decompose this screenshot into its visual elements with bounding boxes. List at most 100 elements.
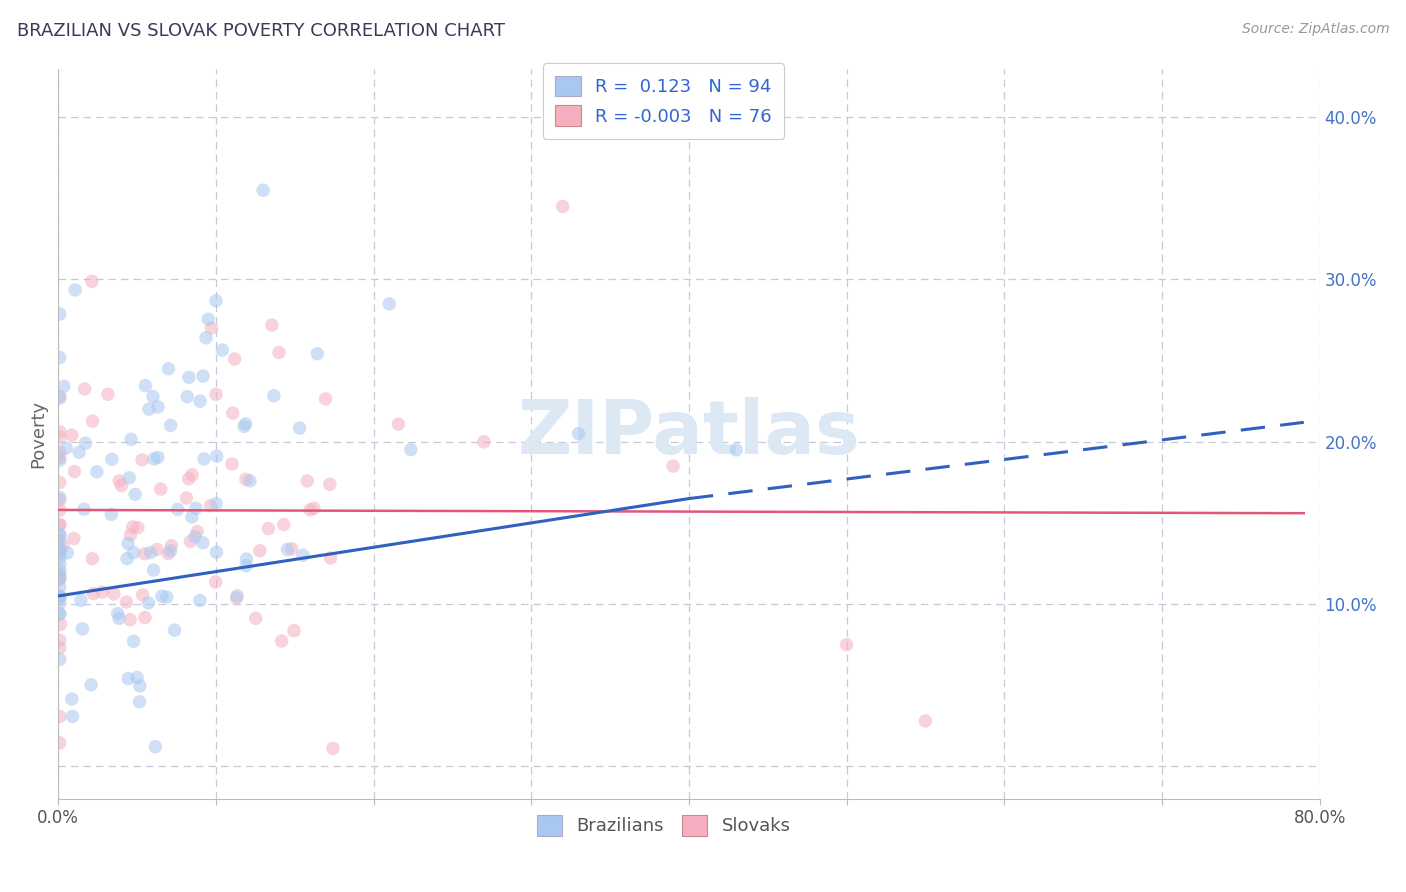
Point [270, 634, 292, 648]
Point [288, 421, 311, 435]
Point [134, 547, 156, 561]
Point [221, 457, 243, 471]
Point [48, 445, 70, 459]
Point [180, 510, 202, 524]
Point [48, 607, 70, 622]
Point [184, 530, 207, 544]
Point [131, 453, 153, 467]
Point [62, 709, 84, 723]
Point [399, 442, 422, 457]
Point [297, 474, 319, 488]
Point [82, 551, 104, 566]
Point [235, 417, 257, 431]
Point [48, 533, 70, 548]
Point [48, 591, 70, 605]
Point [177, 370, 200, 384]
Point [299, 503, 322, 517]
Point [60, 692, 83, 706]
Point [245, 611, 267, 625]
Point [67, 445, 90, 459]
Point [142, 390, 165, 404]
Point [131, 588, 153, 602]
Point [115, 595, 138, 609]
Point [319, 477, 342, 491]
Point [48, 491, 70, 505]
Point [60, 428, 83, 442]
Point [204, 575, 226, 590]
Point [319, 551, 342, 566]
Point [52, 379, 75, 393]
Point [193, 451, 215, 466]
Point [63, 465, 86, 479]
Point [157, 361, 180, 376]
Point [205, 293, 228, 308]
Point [276, 542, 298, 557]
Point [163, 623, 186, 637]
Point [127, 521, 149, 535]
Text: ZIPatlas: ZIPatlas [517, 397, 860, 470]
Point [149, 482, 172, 496]
Point [224, 352, 246, 367]
Point [177, 472, 200, 486]
Point [120, 433, 142, 447]
Point [197, 312, 219, 326]
Point [179, 534, 201, 549]
Point [48, 450, 70, 465]
Point [48, 549, 70, 564]
Y-axis label: Poverty: Poverty [30, 400, 46, 467]
Text: Source: ZipAtlas.com: Source: ZipAtlas.com [1241, 22, 1389, 37]
Point [56, 546, 79, 560]
Point [280, 541, 302, 556]
Point [122, 634, 145, 648]
Point [662, 459, 685, 474]
Point [249, 543, 271, 558]
Point [120, 528, 142, 542]
Point [134, 378, 156, 392]
Point [222, 406, 245, 420]
Point [103, 587, 125, 601]
Point [48, 389, 70, 403]
Point [80, 678, 103, 692]
Point [48, 351, 70, 365]
Point [205, 387, 228, 401]
Point [322, 741, 344, 756]
Point [188, 394, 211, 409]
Point [48, 580, 70, 594]
Point [146, 400, 169, 414]
Point [48, 541, 70, 556]
Point [48, 557, 70, 571]
Point [118, 613, 141, 627]
Point [307, 347, 329, 361]
Point [159, 543, 181, 558]
Legend: Brazilians, Slovaks: Brazilians, Slovaks [527, 805, 800, 845]
Point [186, 524, 208, 539]
Point [63, 283, 86, 297]
Point [567, 426, 589, 441]
Point [138, 596, 160, 610]
Point [72, 622, 94, 636]
Point [263, 389, 285, 403]
Point [73, 502, 96, 516]
Point [195, 331, 218, 345]
Point [835, 638, 858, 652]
Point [150, 589, 173, 603]
Point [48, 595, 70, 609]
Point [252, 183, 274, 197]
Point [55, 441, 77, 455]
Point [86, 465, 108, 479]
Point [101, 452, 124, 467]
Point [48, 391, 70, 405]
Point [205, 545, 228, 559]
Point [48, 572, 70, 586]
Point [82, 414, 104, 428]
Point [48, 453, 70, 467]
Point [134, 610, 156, 624]
Point [48, 709, 70, 723]
Point [48, 640, 70, 655]
Point [378, 297, 401, 311]
Point [387, 417, 409, 432]
Point [139, 546, 162, 560]
Point [48, 572, 70, 586]
Point [48, 546, 70, 560]
Point [176, 491, 198, 505]
